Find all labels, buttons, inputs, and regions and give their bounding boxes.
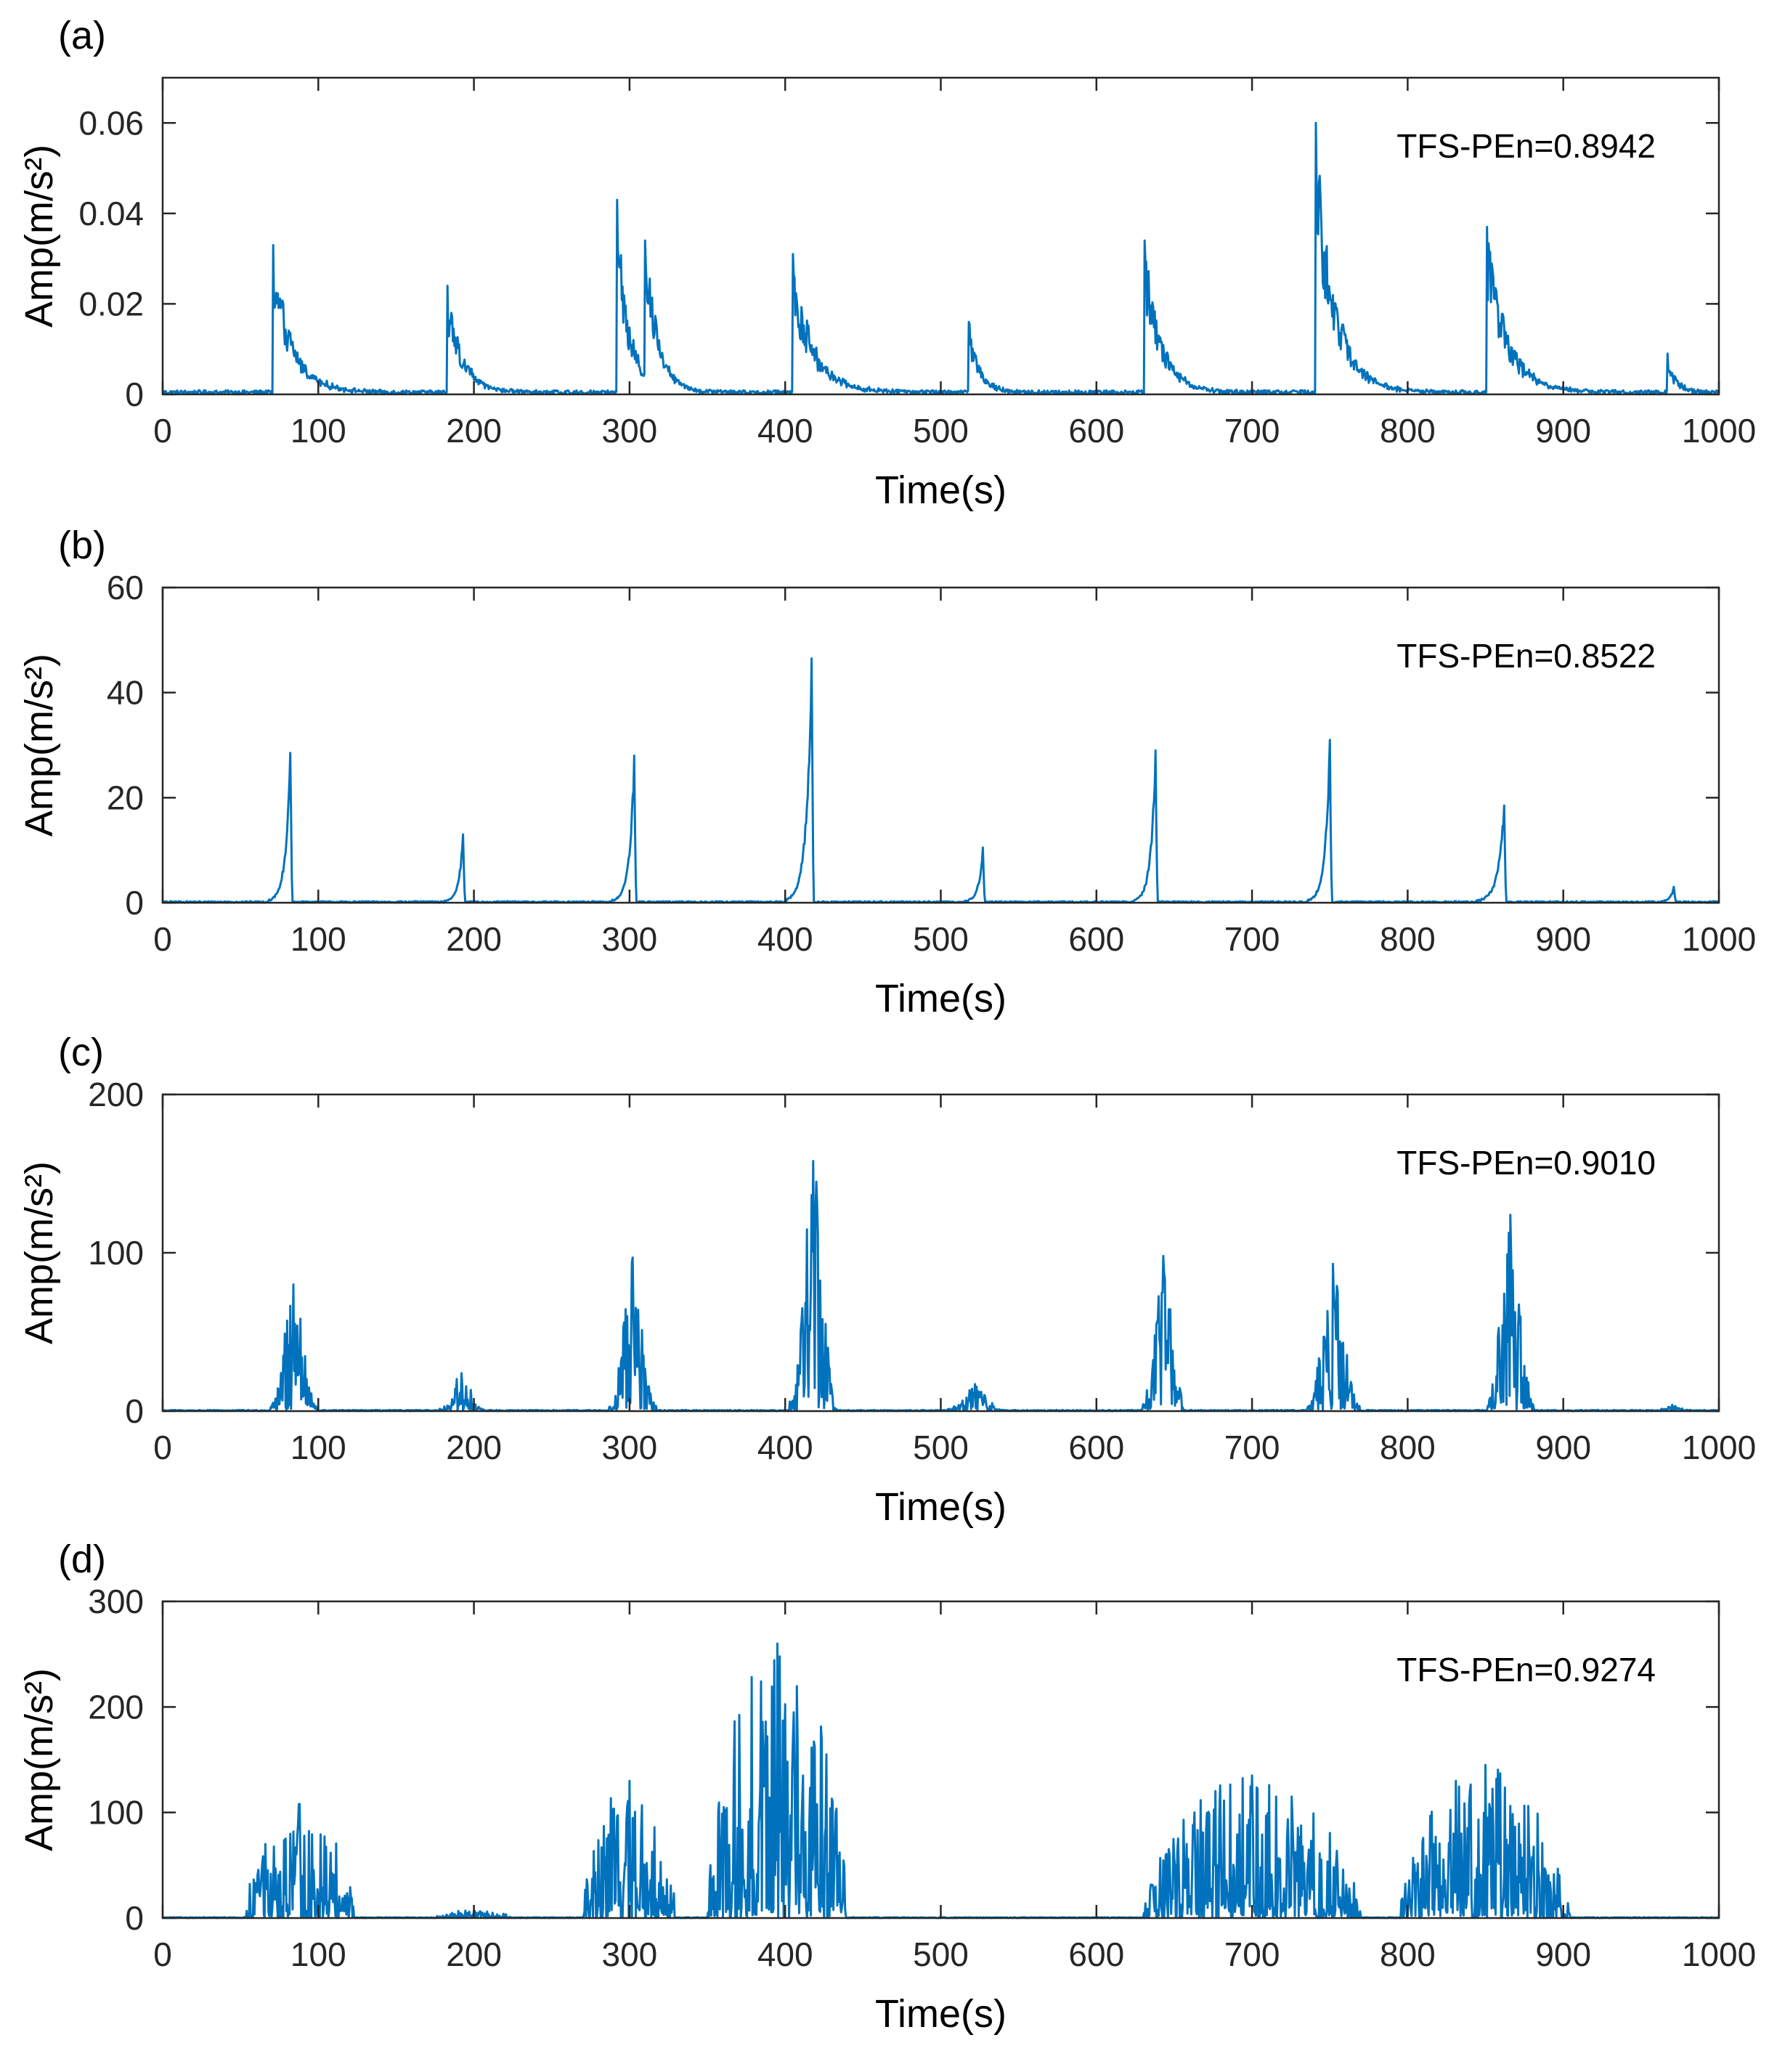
x-tick-label: 200 [446, 412, 502, 450]
x-tick-label: 300 [602, 412, 658, 450]
x-tick-label: 0 [153, 1935, 172, 1973]
y-tick-label: 0 [125, 1392, 144, 1430]
y-tick-label: 60 [107, 569, 144, 606]
x-tick-label: 700 [1224, 1429, 1280, 1466]
x-tick-label: 300 [602, 1429, 658, 1466]
x-tick-label: 0 [153, 920, 172, 958]
panel-a: 0 100 200 300 400 500 600 700 800 900 1000 0 0.02 0.0… [17, 14, 1756, 512]
x-axis-title: Time(s) [875, 977, 1007, 1020]
x-tick-label: 700 [1224, 920, 1280, 958]
y-tick-label: 200 [88, 1076, 144, 1113]
x-tick-label: 600 [1068, 1429, 1124, 1466]
x-axis-title: Time(s) [875, 1992, 1007, 2036]
y-axis-title: Amp(m/s²) [17, 1161, 61, 1344]
panel-d: 0 100 200 300 400 500 600 700 800 900 1000 0 100 200 3… [17, 1537, 1756, 2036]
panel-label: (b) [58, 524, 106, 567]
x-tick-label: 700 [1224, 412, 1280, 450]
x-tick-label: 900 [1535, 1935, 1591, 1973]
y-tick-label: 0 [125, 884, 144, 922]
x-tick-label: 500 [913, 412, 969, 450]
x-tick-label: 800 [1380, 1429, 1436, 1466]
x-tick-label: 400 [757, 1429, 813, 1466]
x-tick-label: 400 [757, 1935, 813, 1973]
y-tick-label: 0.06 [78, 104, 144, 142]
panel-c: 0 100 200 300 400 500 600 700 800 900 1000 0 100 200 T… [17, 1031, 1756, 1529]
x-tick-label: 1000 [1682, 412, 1756, 450]
panel-label: (c) [58, 1031, 104, 1074]
y-tick-label: 20 [107, 779, 144, 816]
x-tick-label: 400 [757, 920, 813, 958]
panel-label: (a) [58, 14, 106, 57]
y-tick-label: 0.04 [78, 195, 144, 232]
x-tick-label: 800 [1380, 920, 1436, 958]
tfs-pen-annotation: TFS-PEn=0.9010 [1396, 1144, 1656, 1182]
y-tick-label: 300 [88, 1583, 144, 1620]
y-axis-title: Amp(m/s²) [17, 654, 61, 837]
y-tick-label: 0.02 [78, 285, 144, 322]
x-tick-label: 0 [153, 1429, 172, 1466]
y-axis-title: Amp(m/s²) [17, 1668, 61, 1851]
x-tick-label: 600 [1068, 920, 1124, 958]
x-tick-label: 100 [290, 920, 346, 958]
tfs-pen-annotation: TFS-PEn=0.8942 [1396, 127, 1656, 165]
signal-trace [162, 1160, 1720, 1413]
x-tick-label: 100 [290, 412, 346, 450]
tfs-pen-annotation: TFS-PEn=0.9274 [1396, 1651, 1656, 1689]
x-tick-label: 600 [1068, 1935, 1124, 1973]
x-tick-label: 500 [913, 1935, 969, 1973]
x-tick-label: 900 [1535, 920, 1591, 958]
x-axis-title: Time(s) [875, 468, 1007, 512]
x-tick-label: 800 [1380, 412, 1436, 450]
panel-b: 0 100 200 300 400 500 600 700 800 900 1000 0 20 40 60 T… [17, 524, 1756, 1020]
x-tick-label: 700 [1224, 1935, 1280, 1973]
signal-trace [161, 657, 1720, 904]
x-tick-label: 300 [602, 920, 658, 958]
x-tick-label: 900 [1535, 1429, 1591, 1466]
x-tick-label: 1000 [1682, 1429, 1756, 1466]
x-tick-label: 100 [290, 1429, 346, 1466]
x-tick-label: 0 [153, 412, 172, 450]
y-tick-label: 200 [88, 1688, 144, 1726]
y-tick-label: 100 [88, 1794, 144, 1832]
y-tick-label: 40 [107, 674, 144, 712]
x-tick-label: 800 [1380, 1935, 1436, 1973]
x-tick-label: 1000 [1682, 1935, 1756, 1973]
x-tick-label: 500 [913, 920, 969, 958]
x-tick-label: 200 [446, 1935, 502, 1973]
tfs-pen-annotation: TFS-PEn=0.8522 [1396, 637, 1656, 675]
panel-label: (d) [58, 1537, 106, 1581]
x-tick-label: 200 [446, 1429, 502, 1466]
y-tick-label: 0 [125, 375, 144, 413]
x-tick-label: 400 [757, 412, 813, 450]
plot-frame [161, 586, 1720, 904]
x-tick-label: 900 [1535, 412, 1591, 450]
plot-frame [161, 1093, 1720, 1413]
x-tick-label: 1000 [1682, 920, 1756, 958]
x-tick-label: 200 [446, 920, 502, 958]
y-tick-label: 0 [125, 1899, 144, 1937]
y-tick-label: 100 [88, 1234, 144, 1272]
x-tick-label: 600 [1068, 412, 1124, 450]
x-tick-label: 500 [913, 1429, 969, 1466]
y-axis-title: Amp(m/s²) [17, 145, 61, 328]
x-axis-title: Time(s) [875, 1485, 1007, 1529]
x-tick-label: 300 [602, 1935, 658, 1973]
x-tick-label: 100 [290, 1935, 346, 1973]
